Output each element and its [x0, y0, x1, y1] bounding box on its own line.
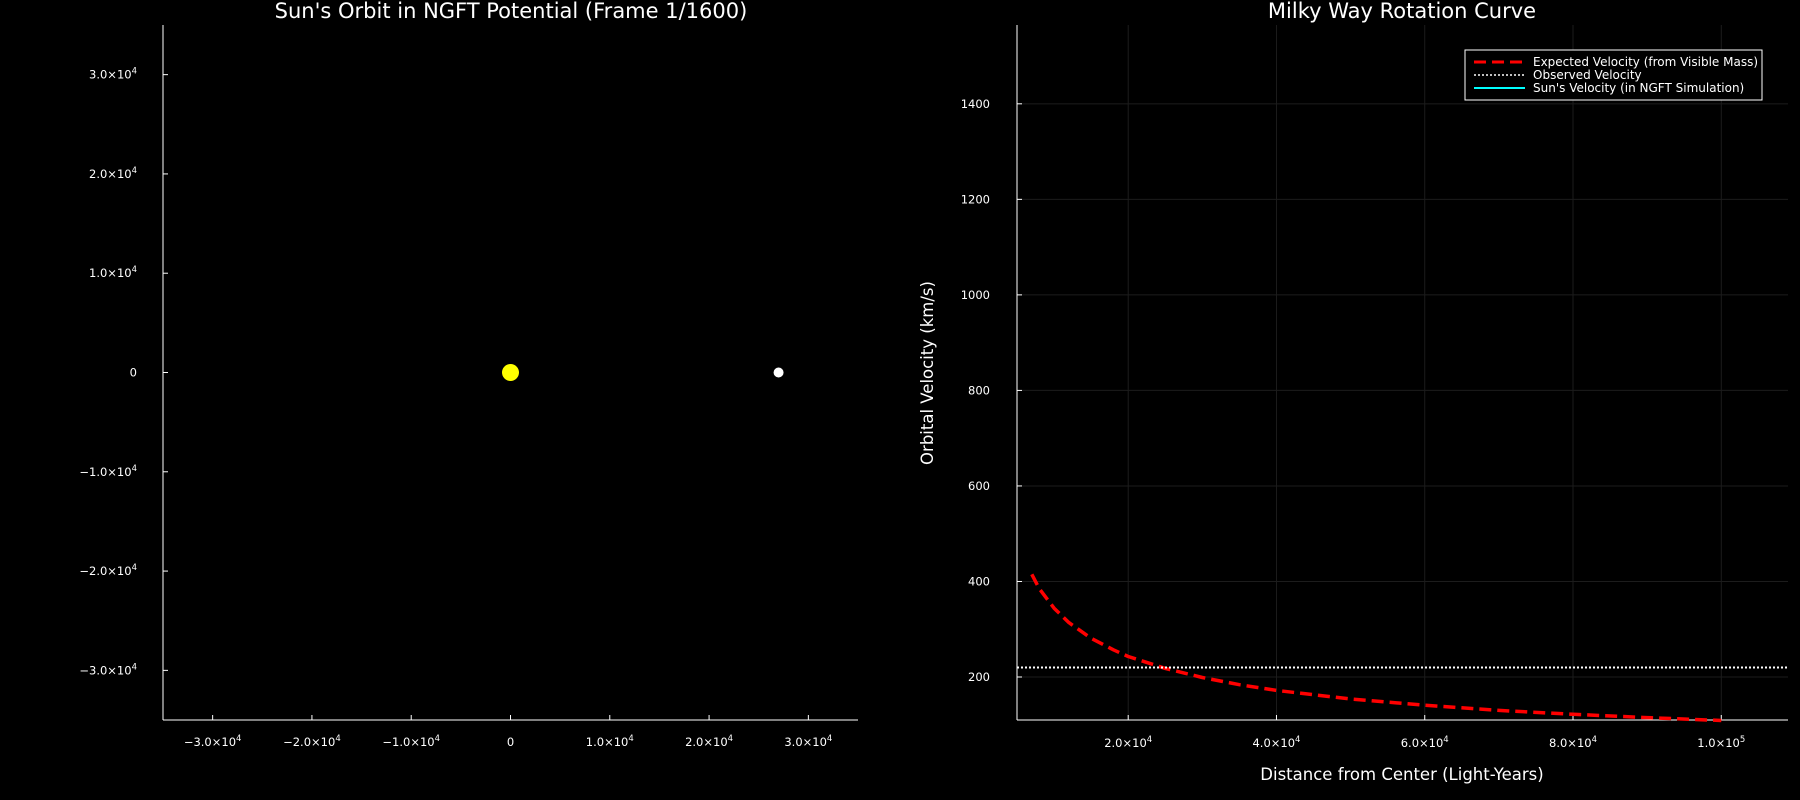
orbit-y-tick-label: −1.0×104	[79, 464, 137, 479]
orbit-y-tick-label: 3.0×104	[89, 67, 137, 82]
rotation-x-tick-label-mantissa: 4.0×10	[1252, 736, 1295, 750]
orbit-x-tick-label-exponent: 4	[728, 734, 733, 744]
rotation-x-tick-label-exponent: 4	[1592, 735, 1597, 745]
orbit-x-tick-label-exponent: 4	[335, 734, 340, 744]
orbit-y-tick-label-mantissa: −3.0×10	[79, 663, 131, 677]
orbit-title: Sun's Orbit in NGFT Potential (Frame 1/1…	[275, 0, 748, 23]
orbit-y-tick-label-mantissa: 2.0×10	[89, 167, 132, 181]
rotation-y-tick-label: 1400	[961, 97, 990, 111]
orbit-y-tick-label-exponent: 4	[132, 662, 137, 672]
rotation-x-tick-label-mantissa: 6.0×10	[1401, 736, 1444, 750]
rotation-y-ticks: 200 400 600 800 1000 1200 1400	[961, 97, 1022, 684]
rotation-x-tick-label: 1.0×105	[1697, 735, 1745, 750]
rotation-x-tick-label: 4.0×104	[1252, 735, 1300, 750]
rotation-y-axis-label: Orbital Velocity (km/s)	[918, 281, 937, 465]
orbit-x-tick-label-exponent: 4	[827, 734, 832, 744]
orbit-x-tick-label-exponent: 4	[236, 734, 241, 744]
rotation-x-tick-label-mantissa: 8.0×10	[1549, 736, 1592, 750]
orbit-y-tick-label: −2.0×104	[79, 563, 137, 578]
orbit-x-tick-label-mantissa: 0	[507, 735, 514, 749]
orbit-x-ticks: −3.0×104 −2.0×104 −1.0×104 0 1.0×104 2.0×104 3…	[184, 715, 832, 749]
rotation-y-tick-label: 200	[968, 670, 990, 684]
orbit-y-tick-label-exponent: 4	[132, 67, 137, 77]
rotation-x-tick-label: 8.0×104	[1549, 735, 1597, 750]
orbit-y-tick-label-mantissa: 1.0×10	[89, 266, 132, 280]
orbit-x-tick-label: 3.0×104	[784, 734, 832, 749]
rotation-series	[1017, 573, 1788, 723]
rotation-y-tick-label: 1200	[961, 192, 990, 206]
rotation-x-tick-label-exponent: 5	[1740, 735, 1745, 745]
legend: Expected Velocity (from Visible Mass) Ob…	[1464, 49, 1763, 101]
orbit-x-tick-label-mantissa: 1.0×10	[586, 735, 629, 749]
orbit-y-tick-label-exponent: 4	[132, 265, 137, 275]
legend-label-observed: Observed Velocity	[1533, 68, 1642, 82]
orbit-x-tick-label-mantissa: 2.0×10	[685, 735, 728, 749]
orbit-x-tick-label-mantissa: −2.0×10	[283, 735, 335, 749]
orbit-y-ticks: 3.0×1042.0×1041.0×1040−1.0×104−2.0×104−3…	[79, 67, 168, 677]
rotation-y-tick-label: 600	[968, 479, 990, 493]
orbit-y-tick-label-mantissa: −1.0×10	[79, 465, 131, 479]
orbit-y-tick-label: 0	[130, 366, 137, 380]
rotation-y-tick-label: 1000	[961, 288, 990, 302]
rotation-x-axis-label: Distance from Center (Light-Years)	[1260, 765, 1543, 784]
rotation-grid	[1017, 25, 1788, 720]
orbit-y-tick-label: 2.0×104	[89, 166, 137, 181]
rotation-title: Milky Way Rotation Curve	[1268, 0, 1536, 23]
rotation-y-tick-label: 800	[968, 383, 990, 397]
sun-point	[773, 367, 784, 378]
orbit-x-tick-label-exponent: 4	[435, 734, 440, 744]
rotation-x-tick-label-exponent: 4	[1147, 735, 1152, 745]
orbit-x-tick-label: −1.0×104	[382, 734, 440, 749]
rotation-x-tick-label: 2.0×104	[1104, 735, 1152, 750]
orbit-y-tick-label-exponent: 4	[132, 464, 137, 474]
orbit-x-tick-label-exponent: 4	[628, 734, 633, 744]
orbit-y-tick-label: −3.0×104	[79, 662, 137, 677]
rotation-curve-panel: Milky Way Rotation Curve Distance from C…	[918, 0, 1788, 784]
rotation-x-tick-label-exponent: 4	[1295, 735, 1300, 745]
rotation-x-tick-label-exponent: 4	[1443, 735, 1448, 745]
orbit-y-tick-label-exponent: 4	[132, 563, 137, 573]
legend-label-sun-velocity: Sun's Velocity (in NGFT Simulation)	[1533, 81, 1744, 95]
rotation-x-tick-label-mantissa: 2.0×10	[1104, 736, 1147, 750]
orbit-y-tick-label-mantissa: 3.0×10	[89, 68, 132, 82]
orbit-x-tick-label: 0	[507, 735, 514, 749]
orbit-panel: Sun's Orbit in NGFT Potential (Frame 1/1…	[79, 0, 858, 749]
galactic-center-point	[502, 364, 519, 381]
orbit-x-tick-label: −2.0×104	[283, 734, 341, 749]
orbit-x-tick-label: −3.0×104	[184, 734, 242, 749]
orbit-y-tick-label-mantissa: −2.0×10	[79, 564, 131, 578]
orbit-y-tick-label: 1.0×104	[89, 265, 137, 280]
legend-label-expected: Expected Velocity (from Visible Mass)	[1533, 55, 1758, 69]
orbit-x-tick-label-mantissa: −3.0×10	[184, 735, 236, 749]
rotation-y-tick-label: 400	[968, 574, 990, 588]
expected-velocity-line	[1030, 573, 1722, 723]
orbit-y-tick-label-mantissa: 0	[130, 366, 137, 380]
orbit-x-tick-label: 2.0×104	[685, 734, 733, 749]
orbit-x-tick-label: 1.0×104	[586, 734, 634, 749]
orbit-y-tick-label-exponent: 4	[132, 166, 137, 176]
orbit-x-tick-label-mantissa: 3.0×10	[784, 735, 827, 749]
rotation-x-tick-label-mantissa: 1.0×10	[1697, 736, 1740, 750]
orbit-points	[502, 364, 784, 381]
orbit-x-tick-label-mantissa: −1.0×10	[382, 735, 434, 749]
rotation-x-tick-label: 6.0×104	[1401, 735, 1449, 750]
